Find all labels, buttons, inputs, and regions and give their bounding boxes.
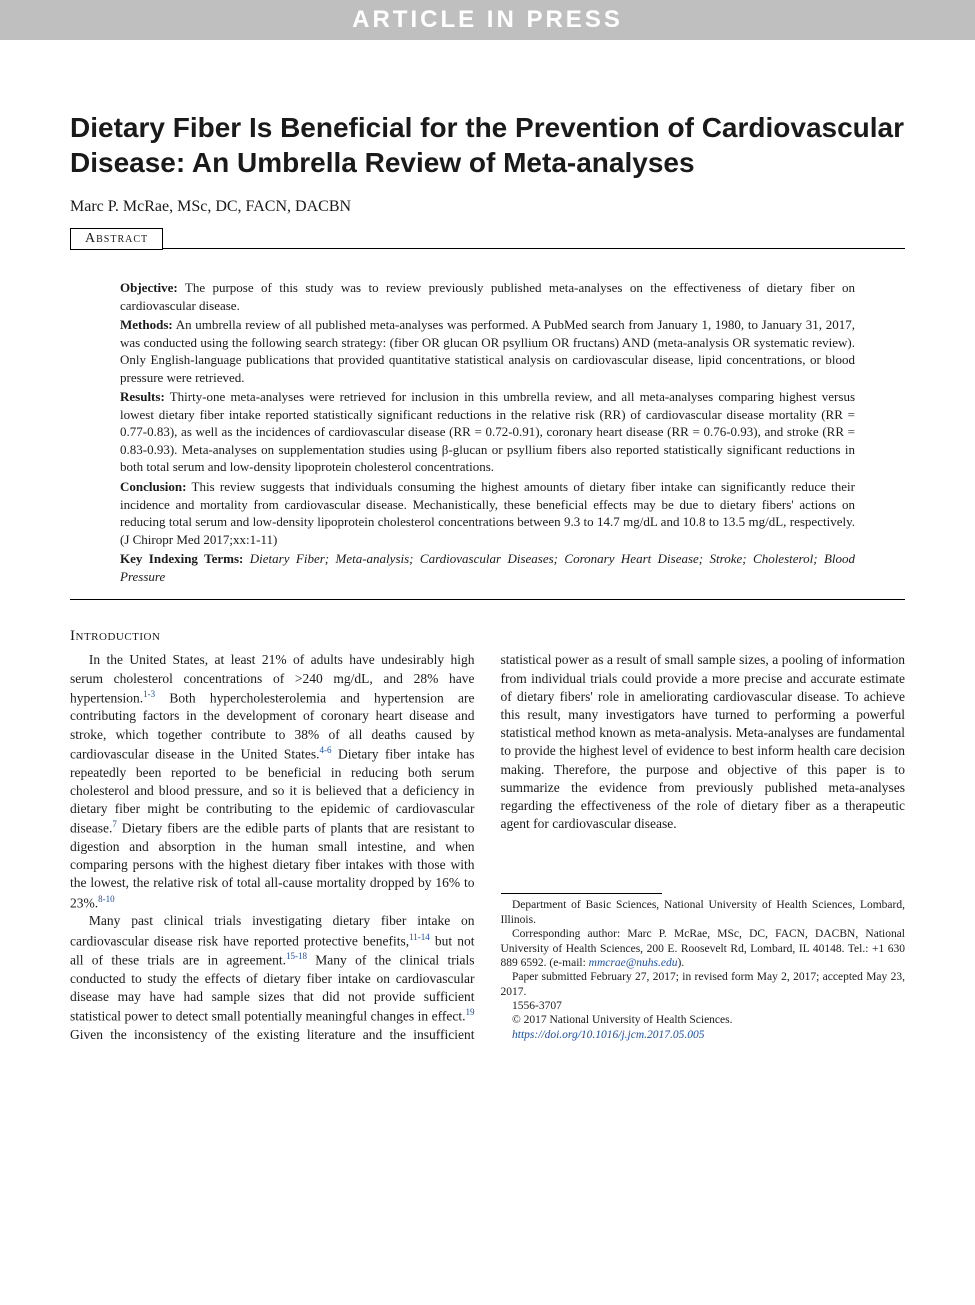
email-link[interactable]: mmcrae@nuhs.edu — [589, 957, 678, 969]
submission-dates: Paper submitted February 27, 2017; in re… — [501, 970, 906, 999]
results-label: Results: — [120, 389, 165, 404]
corresponding-author: Corresponding author: Marc P. McRae, MSc… — [501, 927, 906, 970]
introduction-heading: Introduction — [70, 628, 905, 645]
footnotes-block: Department of Basic Sciences, National U… — [501, 898, 906, 1042]
ref-1-3[interactable]: 1-3 — [143, 689, 155, 699]
ref-15-18[interactable]: 15-18 — [286, 951, 307, 961]
ref-4-6[interactable]: 4-6 — [320, 745, 332, 755]
abstract-body: Objective: The purpose of this study was… — [70, 249, 905, 585]
footnote-rule — [501, 893, 663, 894]
intro-para-1: In the United States, at least 21% of ad… — [70, 651, 475, 912]
corr-end: ). — [677, 957, 684, 969]
keywords-label: Key Indexing Terms: — [120, 551, 243, 566]
abstract-tab-label: Abstract — [70, 228, 163, 250]
affiliation: Department of Basic Sciences, National U… — [501, 898, 906, 927]
article-in-press-banner: ARTICLE IN PRESS — [0, 0, 975, 40]
abstract-keywords: Key Indexing Terms: Dietary Fiber; Meta-… — [120, 550, 855, 585]
ref-11-14[interactable]: 11-14 — [409, 932, 430, 942]
doi-link[interactable]: https://doi.org/10.1016/j.jcm.2017.05.00… — [501, 1028, 906, 1042]
corr-text: Corresponding author: Marc P. McRae, MSc… — [501, 928, 906, 969]
abstract-methods: Methods: An umbrella review of all publi… — [120, 316, 855, 386]
body-columns: In the United States, at least 21% of ad… — [70, 651, 905, 1044]
objective-text: The purpose of this study was to review … — [120, 280, 855, 313]
page-content: Dietary Fiber Is Beneficial for the Prev… — [0, 40, 975, 1084]
ref-19[interactable]: 19 — [466, 1007, 475, 1017]
article-title: Dietary Fiber Is Beneficial for the Prev… — [70, 110, 905, 180]
methods-label: Methods: — [120, 317, 173, 332]
copyright: © 2017 National University of Health Sci… — [501, 1013, 906, 1027]
abstract-objective: Objective: The purpose of this study was… — [120, 279, 855, 314]
objective-label: Objective: — [120, 280, 178, 295]
ref-8-10[interactable]: 8-10 — [98, 894, 115, 904]
abstract-conclusion: Conclusion: This review suggests that in… — [120, 478, 855, 548]
abstract-section: Abstract Objective: The purpose of this … — [70, 228, 905, 600]
conclusion-text: This review suggests that individuals co… — [120, 479, 855, 547]
p1d: Dietary fibers are the edible parts of p… — [70, 821, 475, 910]
abstract-results: Results: Thirty-one meta-analyses were r… — [120, 388, 855, 476]
abstract-bottom-rule — [70, 599, 905, 600]
authors-line: Marc P. McRae, MSc, DC, FACN, DACBN — [70, 198, 905, 216]
issn: 1556-3707 — [501, 999, 906, 1013]
results-text: Thirty-one meta-analyses were retrieved … — [120, 389, 855, 474]
methods-text: An umbrella review of all published meta… — [120, 317, 855, 385]
conclusion-label: Conclusion: — [120, 479, 186, 494]
